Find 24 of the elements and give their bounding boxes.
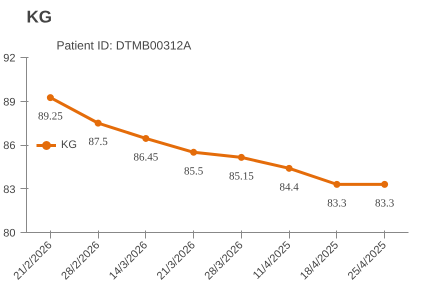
y-tick-label: 86 xyxy=(3,140,16,152)
data-label: 87.5 xyxy=(88,136,108,148)
point xyxy=(46,94,54,102)
y-tick-label: 89 xyxy=(3,96,16,108)
y-tick-label: 80 xyxy=(3,228,16,240)
data-label: 85.15 xyxy=(229,170,254,182)
chart-subtitle: Patient ID: DTMB00312A xyxy=(56,38,192,52)
point xyxy=(94,120,102,127)
data-label: 83.3 xyxy=(327,197,347,210)
point xyxy=(190,148,198,156)
y-tick-label: 92 xyxy=(3,52,16,64)
data-label: 89.25 xyxy=(38,110,64,123)
point xyxy=(333,180,340,188)
point xyxy=(381,180,388,188)
data-label: 86.45 xyxy=(134,151,159,164)
point xyxy=(142,134,150,142)
chart-title: KG xyxy=(26,8,52,26)
point xyxy=(286,164,293,172)
data-label: 83.3 xyxy=(375,197,395,210)
y-tick-label: 83 xyxy=(3,184,16,196)
data-label: 85.5 xyxy=(184,165,204,178)
data-label: 84.4 xyxy=(280,181,300,194)
point xyxy=(238,154,245,161)
legend-label: KG xyxy=(61,138,78,150)
